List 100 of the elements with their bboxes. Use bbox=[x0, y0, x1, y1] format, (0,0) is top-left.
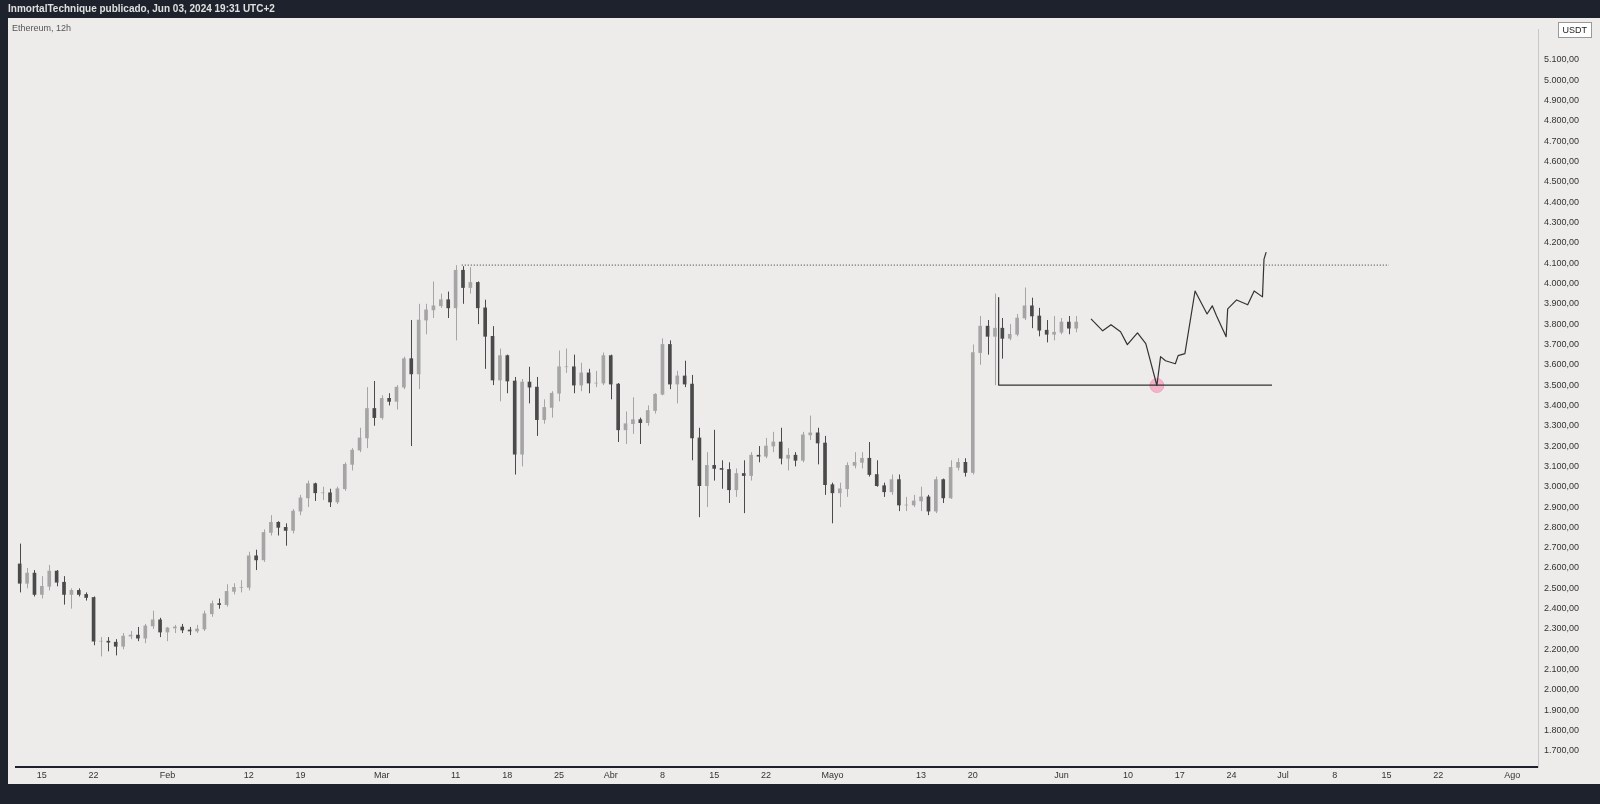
candlestick bbox=[764, 437, 768, 459]
candlestick bbox=[424, 303, 428, 335]
candlestick bbox=[25, 567, 29, 589]
candlestick bbox=[283, 522, 288, 547]
candlestick bbox=[409, 319, 414, 447]
x-tick-label: Jul bbox=[1277, 770, 1289, 781]
y-tick-label: 2.200,00 bbox=[1544, 643, 1580, 654]
candlestick bbox=[1067, 315, 1071, 335]
candlestick bbox=[461, 265, 465, 305]
candlestick bbox=[719, 459, 724, 490]
candlestick bbox=[99, 636, 103, 657]
y-tick-label: 3.200,00 bbox=[1544, 440, 1580, 451]
x-tick-label: 15 bbox=[709, 770, 720, 781]
candlestick bbox=[778, 427, 783, 465]
candlestick bbox=[143, 623, 148, 644]
x-tick-label: Feb bbox=[159, 770, 176, 781]
candlestick bbox=[874, 459, 879, 488]
y-tick-label: 2.600,00 bbox=[1544, 562, 1580, 573]
candlestick bbox=[786, 447, 790, 471]
text: InmortalTechnique publicado, Jun 03, 2024 19:31 UTC+2 bbox=[8, 3, 275, 14]
x-tick-label: Mayo bbox=[821, 770, 844, 781]
candlestick bbox=[320, 486, 325, 501]
x-tick-label: 12 bbox=[243, 770, 254, 781]
candlestick bbox=[837, 482, 842, 508]
y-tick-label: 4.100,00 bbox=[1544, 257, 1580, 268]
candlestick bbox=[239, 579, 244, 593]
candlestick bbox=[749, 451, 753, 482]
y-tick-label: 5.100,00 bbox=[1544, 54, 1580, 65]
candlestick bbox=[1015, 313, 1019, 337]
candlestick bbox=[158, 617, 162, 638]
y-tick-label: 2.500,00 bbox=[1544, 582, 1580, 593]
candlestick bbox=[150, 610, 155, 630]
candlestick bbox=[993, 293, 997, 386]
candlestick bbox=[17, 543, 22, 593]
candlestick bbox=[291, 508, 295, 534]
candlestick bbox=[638, 417, 643, 445]
y-tick-label: 3.700,00 bbox=[1544, 338, 1580, 349]
y-tick-label: 1.900,00 bbox=[1544, 704, 1580, 715]
candlestick bbox=[675, 370, 680, 404]
x-tick-label: 17 bbox=[1174, 770, 1185, 781]
y-tick-label: 4.700,00 bbox=[1544, 135, 1580, 146]
candlestick bbox=[542, 398, 547, 425]
x-tick-label: 8 bbox=[1332, 770, 1338, 781]
y-tick-label: 3.300,00 bbox=[1544, 420, 1580, 431]
y-tick-label: 5.000,00 bbox=[1544, 74, 1580, 85]
candlestick bbox=[306, 480, 310, 508]
y-tick-label: 2.300,00 bbox=[1544, 623, 1580, 634]
candlestick bbox=[741, 459, 746, 514]
x-tick-label: 20 bbox=[967, 770, 978, 781]
candlestick bbox=[40, 575, 44, 599]
y-tick-label: 4.600,00 bbox=[1544, 156, 1580, 166]
candlestick bbox=[1037, 307, 1042, 337]
y-tick-label: 4.500,00 bbox=[1544, 176, 1580, 187]
candlestick bbox=[379, 394, 384, 421]
y-tick-label: 4.000,00 bbox=[1544, 277, 1580, 288]
y-tick-label: 1.700,00 bbox=[1544, 745, 1580, 756]
candlestick bbox=[645, 404, 650, 427]
candlestick bbox=[47, 564, 52, 591]
x-tick-label: 8 bbox=[659, 770, 665, 781]
candlestick bbox=[269, 514, 273, 536]
y-tick-label: 3.500,00 bbox=[1544, 379, 1580, 390]
x-tick-label: 15 bbox=[1381, 770, 1392, 781]
y-tick-label: 3.800,00 bbox=[1544, 318, 1580, 329]
y-tick-label: 4.800,00 bbox=[1544, 115, 1580, 126]
x-tick-label: Abr bbox=[603, 770, 618, 781]
candlestick bbox=[941, 478, 946, 504]
candlestick bbox=[254, 549, 258, 571]
x-tick-label: Mar bbox=[373, 770, 390, 781]
x-tick-label: Ago bbox=[1504, 770, 1521, 781]
candlestick bbox=[704, 451, 709, 508]
x-tick-label: 10 bbox=[1122, 770, 1133, 781]
chart-title: Ethereum, 12h bbox=[12, 23, 72, 33]
candlestick bbox=[727, 461, 731, 504]
x-tick-label: 13 bbox=[916, 770, 927, 781]
y-tick-label: 3.100,00 bbox=[1544, 460, 1580, 471]
candlestick bbox=[571, 354, 576, 394]
candlestick bbox=[771, 431, 776, 453]
y-axis-title: USDT bbox=[1557, 22, 1592, 38]
candlestick bbox=[1044, 319, 1049, 343]
y-tick-label: 2.900,00 bbox=[1544, 501, 1580, 512]
y-tick-label: 2.100,00 bbox=[1544, 664, 1580, 675]
candlestick bbox=[62, 575, 66, 606]
x-tick-label: Jun bbox=[1054, 770, 1069, 781]
y-tick-label: 1.800,00 bbox=[1544, 725, 1580, 736]
candlestick bbox=[579, 362, 584, 392]
candlestick bbox=[1030, 297, 1034, 329]
candlestick bbox=[1052, 315, 1056, 341]
x-tick-label: 19 bbox=[295, 770, 306, 781]
x-tick-label: 22 bbox=[1433, 770, 1444, 781]
candlestick bbox=[446, 291, 451, 319]
y-tick-label: 3.600,00 bbox=[1544, 359, 1580, 370]
candlestick bbox=[631, 396, 635, 435]
x-tick-label: 24 bbox=[1226, 770, 1237, 781]
x-tick-label: 11 bbox=[450, 770, 461, 781]
y-tick-label: 2.800,00 bbox=[1544, 521, 1580, 532]
y-tick-label: 3.900,00 bbox=[1544, 298, 1580, 309]
candlestick bbox=[919, 486, 923, 512]
x-tick-label: 25 bbox=[554, 770, 565, 781]
candlestick bbox=[653, 392, 657, 415]
x-tick-label: 22 bbox=[760, 770, 771, 781]
